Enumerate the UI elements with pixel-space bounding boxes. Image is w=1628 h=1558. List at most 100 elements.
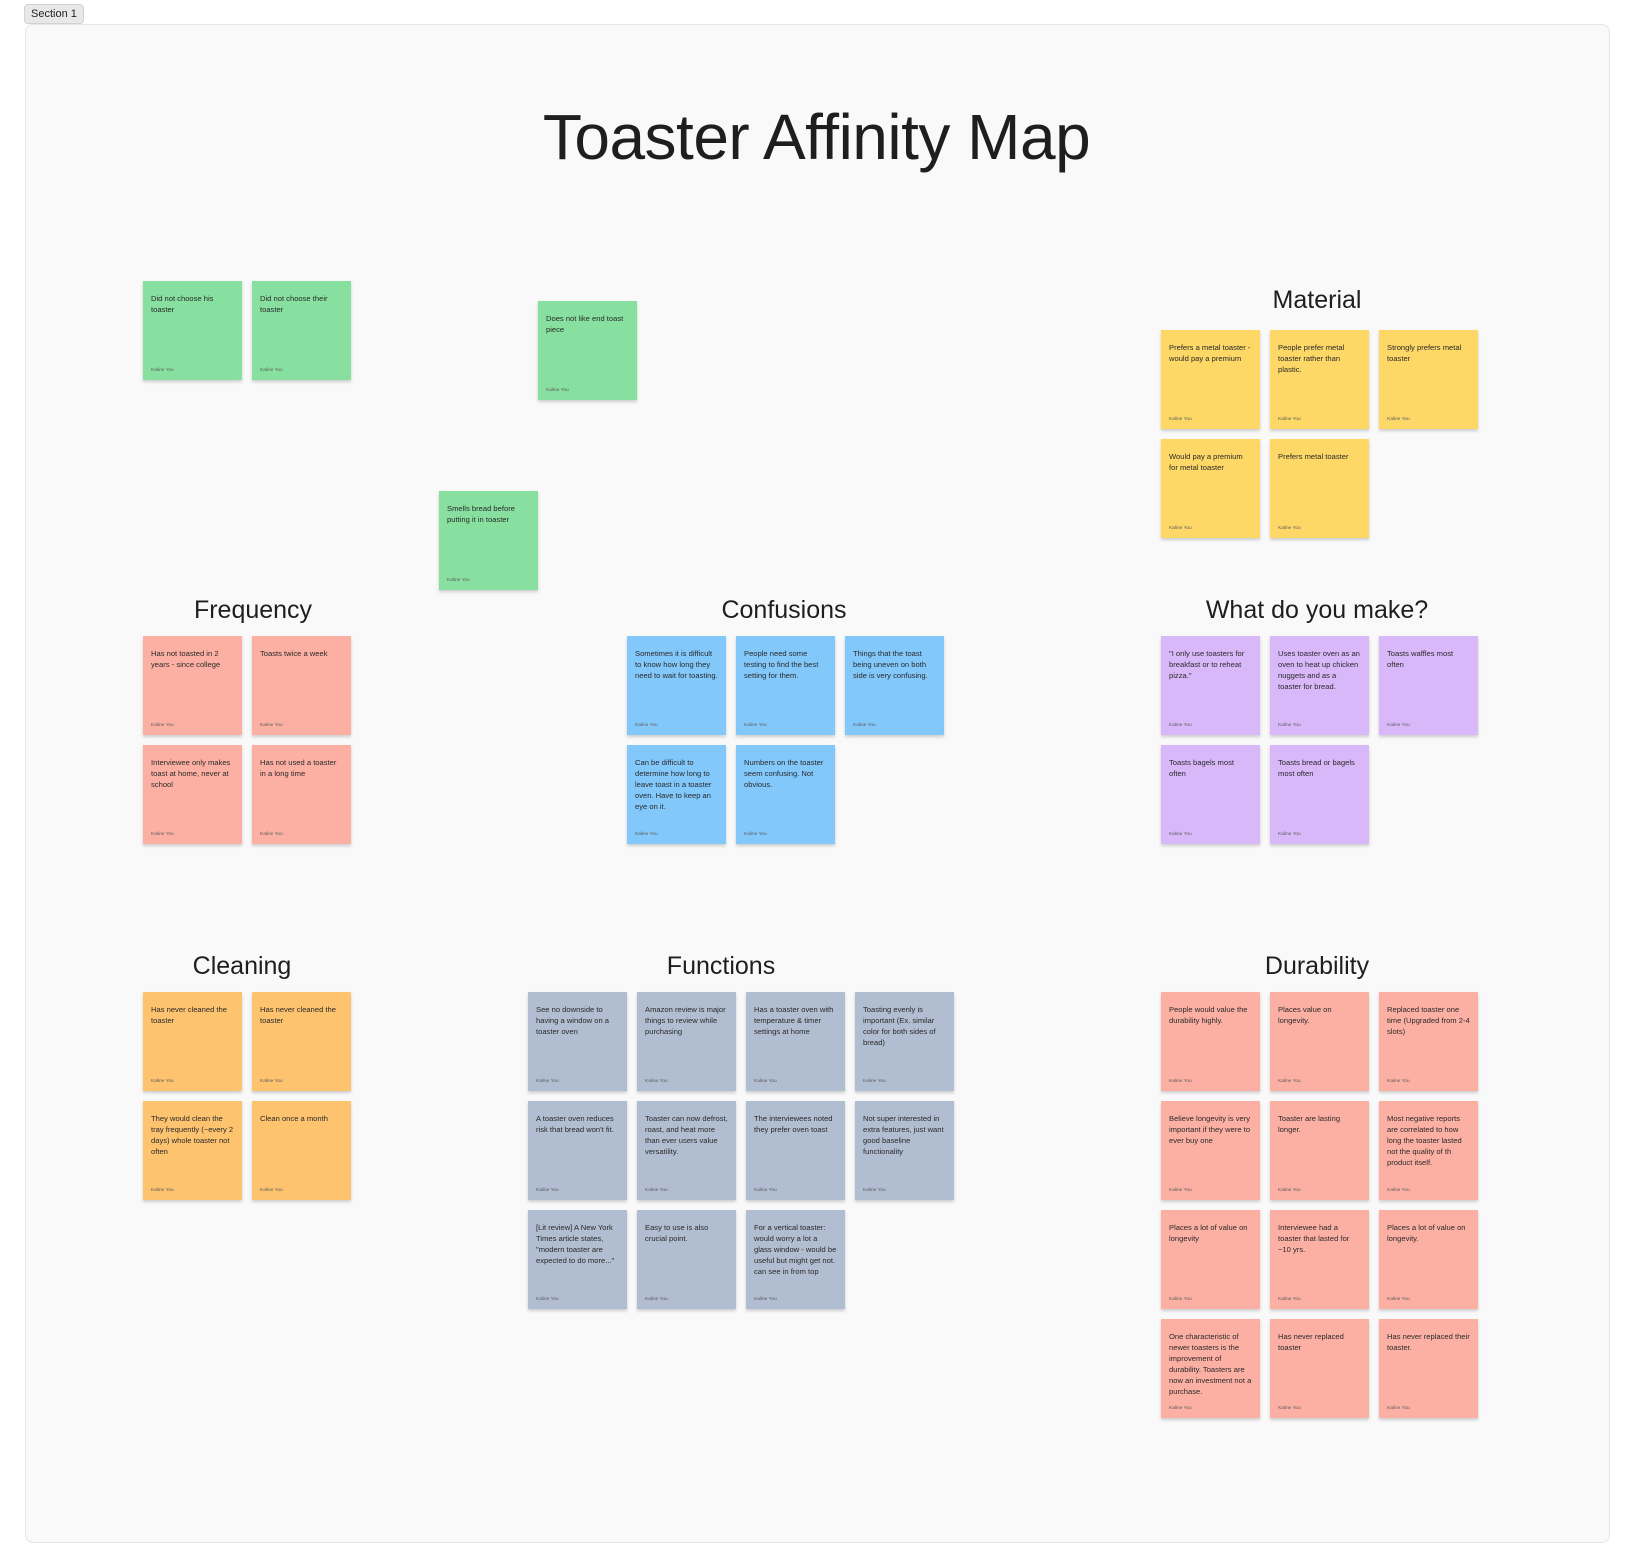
sticky-note-text: Places a lot of value on longevity.: [1387, 1223, 1466, 1243]
sticky-note[interactable]: "I only use toasters for breakfast or to…: [1161, 636, 1260, 735]
sticky-note-text: Has never replaced toaster: [1278, 1332, 1344, 1352]
sticky-note[interactable]: Can be difficult to determine how long t…: [627, 745, 726, 844]
sticky-note[interactable]: Strongly prefers metal toaster Kaline You: [1379, 330, 1478, 429]
sticky-note-author: Kaline You: [1278, 832, 1301, 837]
sticky-note-text: Clean once a month: [260, 1114, 328, 1123]
sticky-note-text: Things that the toast being uneven on bo…: [853, 649, 928, 680]
sticky-note[interactable]: Prefers metal toaster Kaline You: [1270, 439, 1369, 538]
sticky-note-text: Amazon review is major things to review …: [645, 1005, 726, 1036]
sticky-note[interactable]: Most negative reports are correlated to …: [1379, 1101, 1478, 1200]
sticky-note-text: Toasts waffles most often: [1387, 649, 1454, 669]
sticky-note[interactable]: Numbers on the toaster seem confusing. N…: [736, 745, 835, 844]
sticky-note-text: Easy to use is also crucial point.: [645, 1223, 709, 1243]
sticky-note[interactable]: Interviewee only makes toast at home, ne…: [143, 745, 242, 844]
sticky-note[interactable]: Easy to use is also crucial point. Kaline…: [637, 1210, 736, 1309]
sticky-note-author: Kaline You: [1387, 1079, 1410, 1084]
sticky-note-text: Sometimes it is difficult to know how lo…: [635, 649, 718, 680]
sticky-note-text: Numbers on the toaster seem confusing. N…: [744, 758, 824, 789]
sticky-note-author: Kaline You: [1387, 417, 1410, 422]
sticky-note-text: People need some testing to find the bes…: [744, 649, 819, 680]
sticky-note-author: Kaline You: [645, 1297, 668, 1302]
sticky-note[interactable]: Places a lot of value on longevity Kaline…: [1161, 1210, 1260, 1309]
sticky-note-text: Strongly prefers metal toaster: [1387, 343, 1462, 363]
sticky-note[interactable]: Did not choose his toaster Kaline You: [143, 281, 242, 380]
sticky-note[interactable]: Sometimes it is difficult to know how lo…: [627, 636, 726, 735]
sticky-note[interactable]: A toaster oven reduces risk that bread w…: [528, 1101, 627, 1200]
sticky-note[interactable]: Toasts bread or bagels most often Kaline …: [1270, 745, 1369, 844]
sticky-note[interactable]: Has never replaced their toaster. Kaline …: [1379, 1319, 1478, 1418]
sticky-note[interactable]: Amazon review is major things to review …: [637, 992, 736, 1091]
sticky-note[interactable]: Would pay a premium for metal toaster Kal…: [1161, 439, 1260, 538]
sticky-note[interactable]: Has never replaced toaster Kaline You: [1270, 1319, 1369, 1418]
sticky-note-text: Replaced toaster one time (Upgraded from…: [1387, 1005, 1470, 1036]
sticky-note-author: Kaline You: [744, 832, 767, 837]
sticky-note[interactable]: Toasting evenly is important (Ex. simila…: [855, 992, 954, 1091]
sticky-note[interactable]: Replaced toaster one time (Upgraded from…: [1379, 992, 1478, 1091]
sticky-note-author: Kaline You: [1278, 723, 1301, 728]
sticky-note[interactable]: Believe longevity is very important if t…: [1161, 1101, 1260, 1200]
sticky-note[interactable]: Clean once a month Kaline You: [252, 1101, 351, 1200]
group-title-durability: Durability: [1264, 952, 1370, 980]
sticky-note-text: Smells bread before putting it in toaste…: [447, 504, 515, 524]
sticky-note-author: Kaline You: [1278, 1297, 1301, 1302]
sticky-note-text: Has never replaced their toaster.: [1387, 1332, 1470, 1352]
sticky-note-text: Has never cleaned the toaster: [260, 1005, 336, 1025]
sticky-note[interactable]: Uses toaster oven as an oven to heat up …: [1270, 636, 1369, 735]
sticky-note[interactable]: Has never cleaned the toaster Kaline You: [143, 992, 242, 1091]
sticky-note-author: Kaline You: [546, 388, 569, 393]
sticky-note-author: Kaline You: [645, 1188, 668, 1193]
sticky-note-author: Kaline You: [1169, 1079, 1192, 1084]
sticky-note[interactable]: One characteristic of newer toasters is …: [1161, 1319, 1260, 1418]
sticky-note-text: Toaster can now defrost, roast, and heat…: [645, 1114, 728, 1156]
sticky-note[interactable]: Not super interested in extra features, …: [855, 1101, 954, 1200]
sticky-note-author: Kaline You: [1169, 526, 1192, 531]
sticky-note[interactable]: Did not choose their toaster Kaline You: [252, 281, 351, 380]
sticky-note-author: Kaline You: [1278, 1188, 1301, 1193]
sticky-note[interactable]: Places a lot of value on longevity. Kalin…: [1379, 1210, 1478, 1309]
sticky-note-author: Kaline You: [151, 1188, 174, 1193]
sticky-note-text: Not super interested in extra features, …: [863, 1114, 944, 1156]
sticky-note-text: Prefers a metal toaster - would pay a pr…: [1169, 343, 1251, 363]
sticky-note[interactable]: Interviewee had a toaster that lasted fo…: [1270, 1210, 1369, 1309]
sticky-note[interactable]: Has not used a toaster in a long time Kal…: [252, 745, 351, 844]
sticky-note[interactable]: See no downside to having a window on a …: [528, 992, 627, 1091]
sticky-note[interactable]: Has a toaster oven with temperature & ti…: [746, 992, 845, 1091]
sticky-note-text: [Lit review] A New York Times article st…: [536, 1223, 615, 1265]
section-label[interactable]: Section 1: [24, 4, 84, 24]
sticky-note-text: Interviewee only makes toast at home, ne…: [151, 758, 231, 789]
sticky-note-text: A toaster oven reduces risk that bread w…: [536, 1114, 614, 1134]
sticky-note-text: Can be difficult to determine how long t…: [635, 758, 712, 811]
sticky-note[interactable]: Has never cleaned the toaster Kaline You: [252, 992, 351, 1091]
sticky-note-author: Kaline You: [151, 723, 174, 728]
sticky-note[interactable]: Toaster can now defrost, roast, and heat…: [637, 1101, 736, 1200]
sticky-note[interactable]: Does not like end toast piece Kaline You: [538, 301, 637, 400]
sticky-note-text: Toasting evenly is important (Ex. simila…: [863, 1005, 936, 1047]
sticky-note[interactable]: Toasts bagels most often Kaline You: [1161, 745, 1260, 844]
sticky-note-author: Kaline You: [744, 723, 767, 728]
sticky-note-author: Kaline You: [1387, 1406, 1410, 1411]
sticky-note[interactable]: Prefers a metal toaster - would pay a pr…: [1161, 330, 1260, 429]
sticky-note-text: Has not used a toaster in a long time: [260, 758, 337, 778]
sticky-note[interactable]: Things that the toast being uneven on bo…: [845, 636, 944, 735]
sticky-note[interactable]: [Lit review] A New York Times article st…: [528, 1210, 627, 1309]
sticky-note-author: Kaline You: [536, 1297, 559, 1302]
sticky-note-author: Kaline You: [754, 1188, 777, 1193]
sticky-note[interactable]: Places value on longevity. Kaline You: [1270, 992, 1369, 1091]
sticky-note[interactable]: They would clean the tray frequently (~e…: [143, 1101, 242, 1200]
sticky-note[interactable]: Has not toasted in 2 years - since colle…: [143, 636, 242, 735]
group-title-frequency: Frequency: [193, 596, 313, 624]
sticky-note[interactable]: People would value the durability highly…: [1161, 992, 1260, 1091]
sticky-note[interactable]: Toasts waffles most often Kaline You: [1379, 636, 1478, 735]
sticky-note-author: Kaline You: [1169, 1297, 1192, 1302]
sticky-note-author: Kaline You: [1278, 1079, 1301, 1084]
sticky-note[interactable]: For a vertical toaster: would worry a lo…: [746, 1210, 845, 1309]
sticky-note[interactable]: People need some testing to find the bes…: [736, 636, 835, 735]
sticky-note-text: Has never cleaned the toaster: [151, 1005, 227, 1025]
sticky-note[interactable]: People prefer metal toaster rather than …: [1270, 330, 1369, 429]
sticky-note-text: "I only use toasters for breakfast or to…: [1169, 649, 1245, 680]
sticky-note[interactable]: Toaster are lasting longer. Kaline You: [1270, 1101, 1369, 1200]
sticky-note[interactable]: Toasts twice a week Kaline You: [252, 636, 351, 735]
group-title-confusions: Confusions: [721, 596, 847, 624]
sticky-note[interactable]: The interviewees noted they prefer oven …: [746, 1101, 845, 1200]
sticky-note[interactable]: Smells bread before putting it in toaste…: [439, 491, 538, 590]
